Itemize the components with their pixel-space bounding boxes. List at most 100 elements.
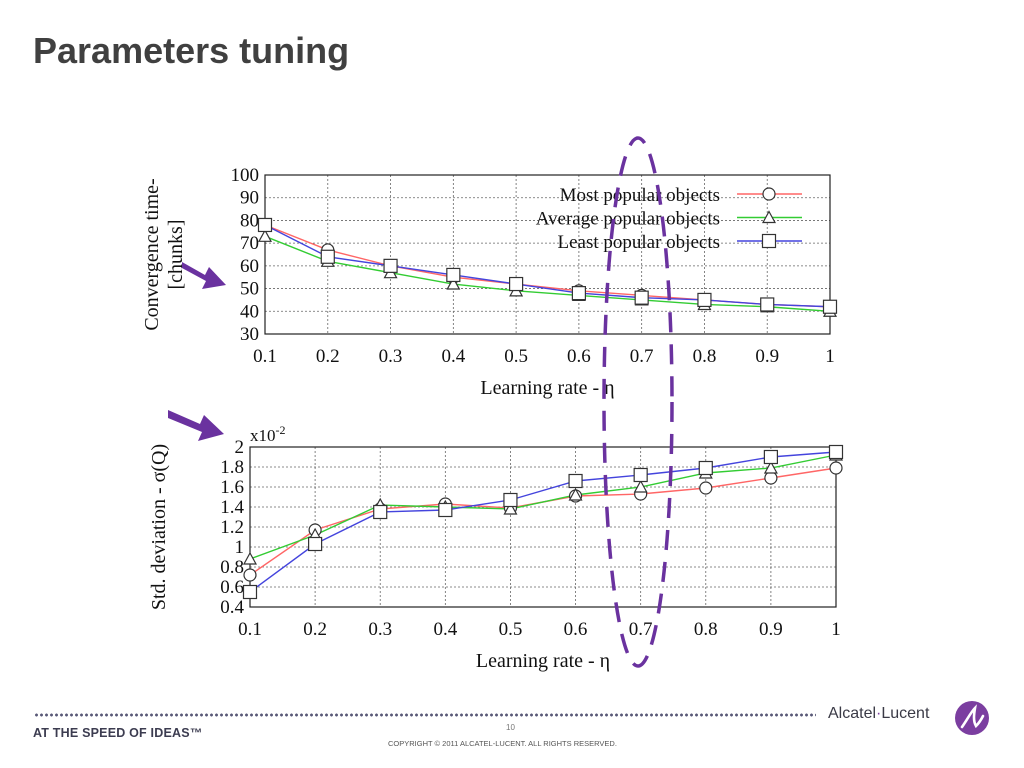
legend-marker-2 [761,210,777,224]
data-point-s1 [764,471,778,485]
y-tick-label: 0.4 [220,597,244,618]
y-tick-label: 0.6 [220,577,244,598]
series-line-1 [249,467,837,576]
x-tick-label: 0.1 [253,346,277,367]
x-tick-label: 0.9 [755,346,779,367]
x-tick-label: 0.8 [694,619,718,640]
x-axis-label: Learning rate - η [476,650,610,672]
data-point-s2 [257,229,273,242]
data-point-s3 [697,292,712,308]
y-tick-label: 60 [240,256,259,277]
x-tick-label: 0.2 [303,619,327,640]
data-point-s3 [446,267,461,283]
y-tick-label: 70 [240,233,259,254]
y-axis-label-line1: Convergence time- [141,178,163,330]
page-number: 10 [506,723,515,732]
slide-title: Parameters tuning [33,30,350,71]
data-point-s3 [438,502,453,518]
series-line-3 [249,451,837,593]
x-tick-label: 1 [825,346,835,367]
highlight-ellipse [602,136,674,668]
x-axis-label: Learning rate - η [480,377,614,399]
series-line-3 [264,224,831,308]
plot-frame [249,446,837,608]
y-tick-label: 100 [231,165,260,186]
series-line-2 [249,454,837,560]
x-tick-label: 0.8 [693,346,717,367]
y-tick-label: 0.8 [220,557,244,578]
y-multiplier-base: x10 [250,426,276,445]
y-tick-label: 1.8 [220,457,244,478]
x-tick-label: 0.6 [567,346,591,367]
data-point-s3 [503,492,518,508]
data-point-s2 [568,487,583,501]
legend-label-2: Average popular objects [536,209,720,230]
copyright: COPYRIGHT © 2011 ALCATEL-LUCENT. ALL RIG… [388,739,617,748]
data-point-s3 [828,444,844,460]
x-tick-label: 1 [831,619,841,640]
x-tick-label: 0.6 [564,619,588,640]
legend-label-3: Least popular objects [557,232,720,253]
data-point-s3 [308,536,323,552]
series-line-2 [264,235,831,312]
y-tick-label: 1.6 [220,477,244,498]
y-tick-label: 2 [235,437,245,458]
y-axis-label-line2: [chunks] [165,220,187,290]
chart-2: 0.40.60.811.21.41.61.820.1 0.2 0.3 0.4 0.5 0.… [148,423,844,672]
data-point-s3 [373,504,388,520]
y-tick-label: 80 [240,210,259,231]
y-tick-label: 90 [240,188,259,209]
x-tick-label: 0.3 [368,619,392,640]
y-tick-label: 1.2 [220,517,244,538]
y-tick-label: 40 [240,301,259,322]
plot-frame [264,174,831,335]
y-multiplier: x10-2 [250,423,286,445]
data-point-s3 [242,584,258,600]
data-point-s3 [698,460,713,476]
data-point-s3 [568,473,583,489]
x-tick-label: 0.9 [759,619,783,640]
data-point-s3 [633,467,648,483]
arrow-icon-top [182,262,226,289]
legend-marker-1 [762,187,776,201]
brand-wordmark: Alcatel·Lucent [828,705,929,723]
legend-label-1: Most popular objects [560,185,720,206]
data-point-s3 [763,449,778,465]
legend-marker-3 [761,233,777,249]
x-tick-label: 0.5 [504,346,528,367]
data-point-s3 [257,217,273,233]
data-point-s2 [763,460,778,474]
y-tick-label: 50 [240,279,259,300]
data-point-s2 [446,276,461,290]
x-tick-label: 0.7 [629,619,653,640]
brand-dot: · [876,705,882,722]
legend: Most popular objects Average popular obje… [536,185,802,253]
x-tick-label: 0.4 [441,346,465,367]
data-point-s2 [242,551,258,565]
brand-logo-icon [955,701,989,735]
data-point-s2 [503,501,518,515]
x-tick-label: 0.2 [316,346,340,367]
brand-right: Lucent [881,705,930,722]
data-point-s3 [822,299,838,314]
y-tick-label: 30 [240,324,259,345]
data-point-s3 [509,276,524,292]
data-point-s1 [243,568,257,582]
data-point-s3 [571,286,586,301]
data-point-s3 [320,249,335,264]
brand-left: Alcatel [828,705,877,722]
data-point-s3 [383,258,398,273]
y-tick-label: 1 [235,537,245,558]
data-point-s3 [760,297,775,312]
data-point-s2 [633,479,648,493]
footer-slogan: AT THE SPEED OF IDEAS™ [33,726,203,740]
y-multiplier-exponent: -2 [276,423,286,437]
data-point-s1 [829,461,843,475]
data-point-s1 [699,481,713,495]
x-tick-label: 0.3 [379,346,403,367]
x-tick-label: 0.4 [433,619,457,640]
arrow-icon-bottom [168,410,224,441]
data-point-s3 [634,290,649,305]
